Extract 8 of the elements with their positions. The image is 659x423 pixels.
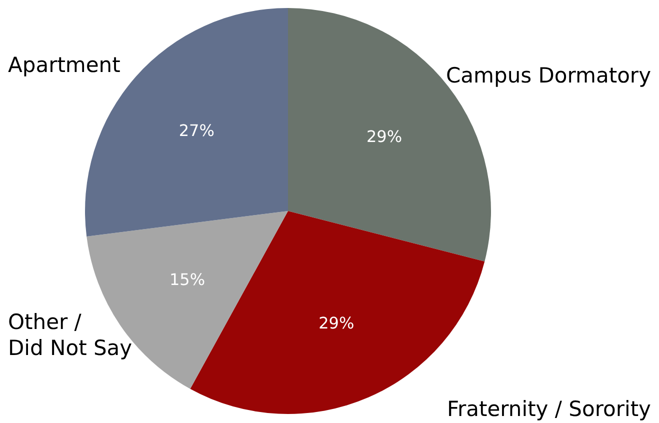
data-label: 15% — [169, 270, 206, 289]
slice-label: Fraternity / Sorority — [446, 397, 651, 421]
data-label: 29% — [318, 313, 354, 332]
data-label: 29% — [366, 126, 402, 146]
data-label: 27% — [178, 120, 214, 140]
slice-label: Campus Dormatory — [446, 64, 651, 88]
slice-label: Other / Did Not Say — [8, 310, 132, 360]
slice-label: Apartment — [8, 52, 120, 77]
